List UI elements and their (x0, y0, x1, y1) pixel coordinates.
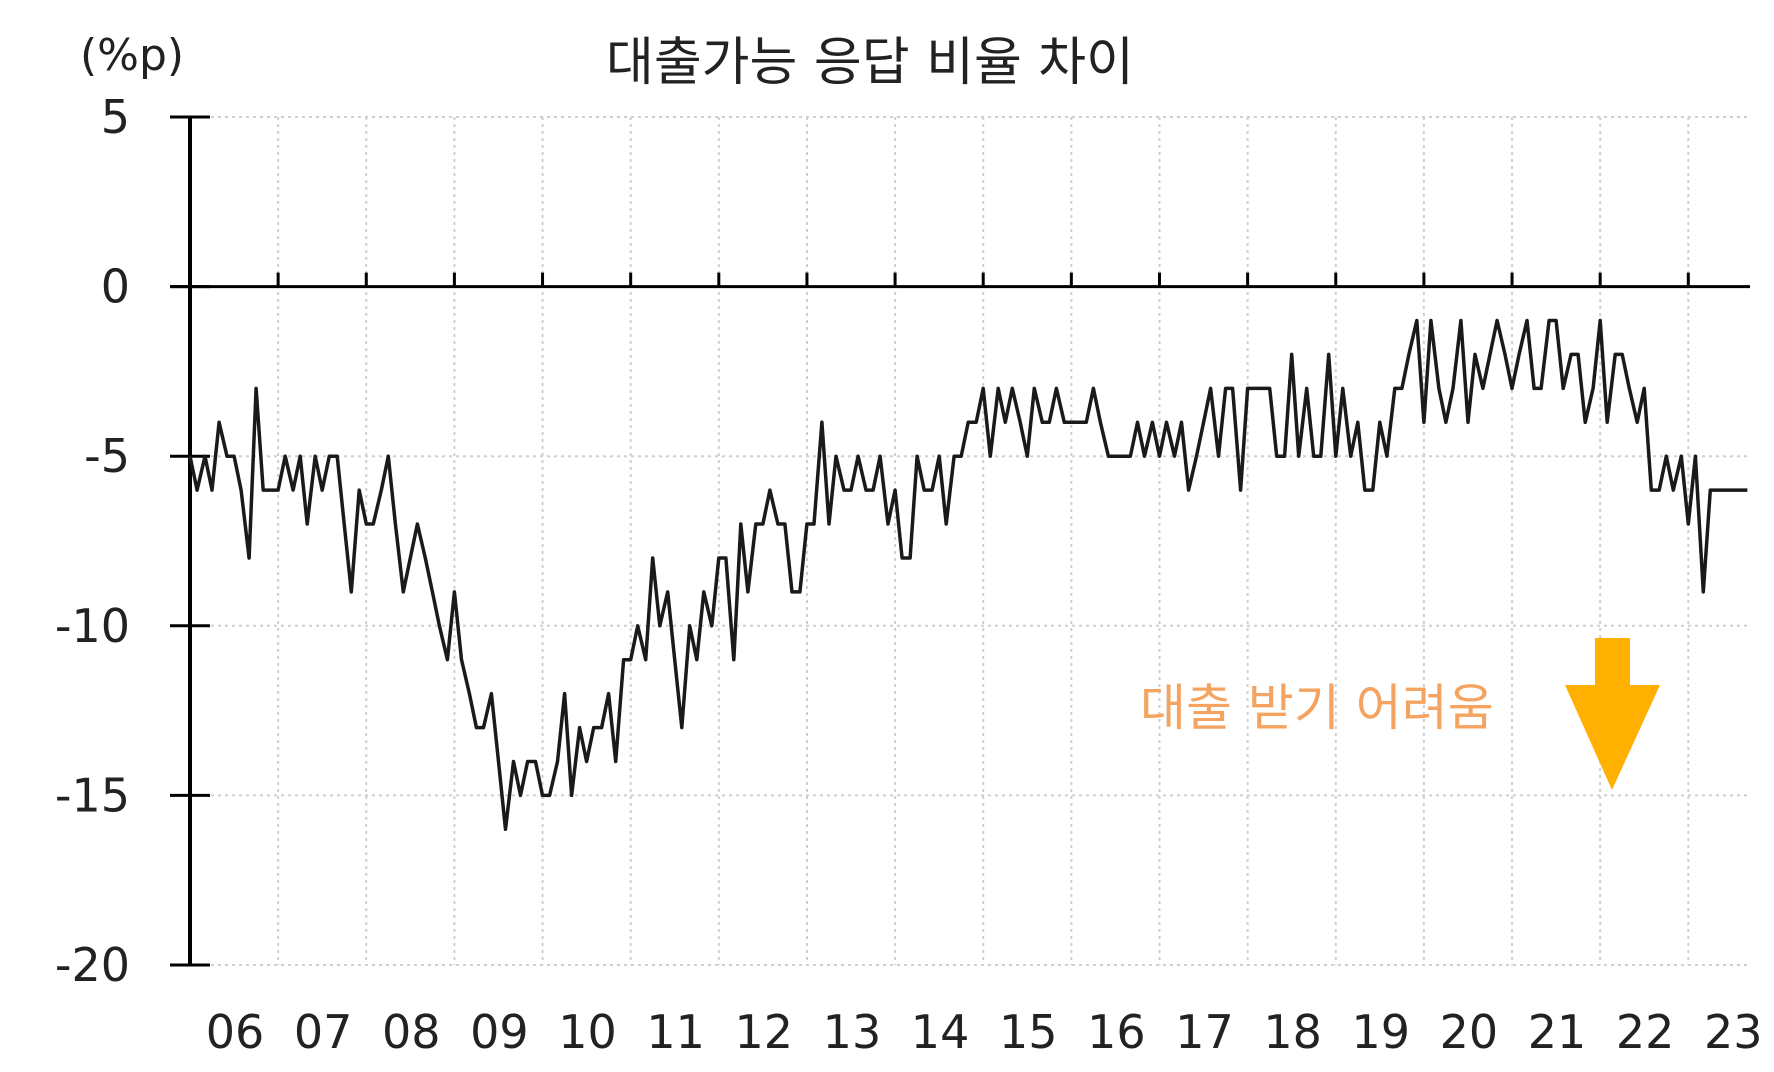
series-line (188, 318, 1748, 832)
x-tick-label: 10 (558, 1005, 617, 1059)
x-tick-label: 13 (823, 1005, 882, 1059)
tick-labels: 5 0 -5 -10 -15 -20 06 07 08 09 10 11 12 13 14 15 16 17 18 1… (55, 90, 1763, 1059)
down-arrow-icon (1565, 638, 1660, 790)
chart-title: 대출가능 응답 비율 차이 (606, 33, 1134, 93)
annotation-text: 대출 받기 어려움 (1140, 679, 1494, 737)
y-tick-label: 5 (101, 90, 130, 144)
y-unit-label: (%p) (80, 30, 184, 81)
y-tick-label: -5 (84, 429, 130, 483)
x-tick-label: 23 (1704, 1005, 1763, 1059)
x-tick-label: 21 (1528, 1005, 1587, 1059)
y-tick-label: -10 (55, 599, 130, 653)
x-tick-label: 12 (735, 1005, 794, 1059)
x-tick-label: 16 (1087, 1005, 1146, 1059)
y-tick-label: 0 (101, 260, 130, 314)
annotation: 대출 받기 어려움 (1140, 638, 1660, 790)
x-tick-label: 14 (911, 1005, 970, 1059)
x-tick-label: 20 (1440, 1005, 1499, 1059)
x-tick-label: 07 (294, 1005, 353, 1059)
x-tick-label: 11 (646, 1005, 705, 1059)
series-group (188, 318, 1748, 832)
x-tick-label: 06 (206, 1005, 265, 1059)
y-tick-label: -15 (55, 768, 130, 822)
x-tick-label: 17 (1175, 1005, 1234, 1059)
x-tick-label: 18 (1263, 1005, 1322, 1059)
x-tick-label: 19 (1351, 1005, 1410, 1059)
x-tick-label: 08 (382, 1005, 441, 1059)
x-tick-label: 09 (470, 1005, 529, 1059)
x-tick-label: 22 (1616, 1005, 1675, 1059)
y-tick-label: -20 (55, 938, 130, 992)
x-tick-label: 15 (999, 1005, 1058, 1059)
grid (190, 116, 1750, 966)
